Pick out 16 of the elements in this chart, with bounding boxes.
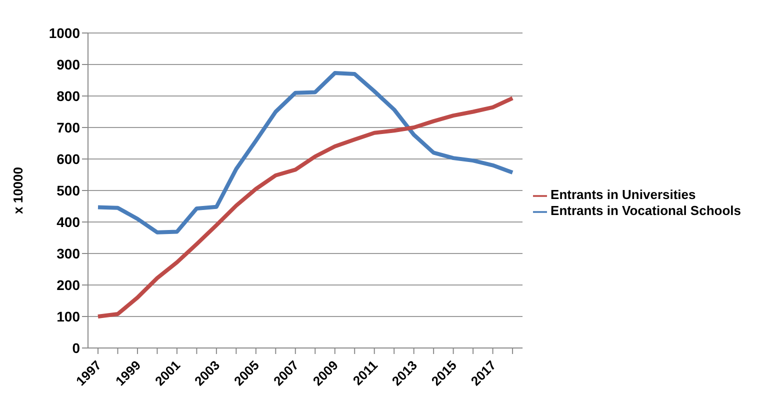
- legend-label: Entrants in Vocational Schools: [550, 203, 741, 218]
- y-tick-label: 100: [56, 308, 80, 324]
- y-tick-label: 200: [56, 276, 80, 293]
- line-series: [96, 71, 515, 234]
- y-tick-label: 500: [56, 182, 80, 198]
- y-tick-label: 0: [72, 340, 80, 356]
- y-tick-label: 700: [56, 119, 80, 136]
- y-tick-label: 1000: [48, 24, 80, 41]
- y-tick-label: 800: [56, 88, 80, 104]
- y-axis-title: x 10000: [10, 167, 26, 214]
- y-tick-label: 400: [56, 214, 80, 230]
- line-series: [96, 96, 515, 318]
- y-tick-label: 600: [56, 150, 80, 167]
- y-tick-label: 900: [56, 56, 80, 72]
- y-tick-label: 300: [56, 245, 80, 262]
- legend-label: Entrants in Universities: [550, 187, 696, 202]
